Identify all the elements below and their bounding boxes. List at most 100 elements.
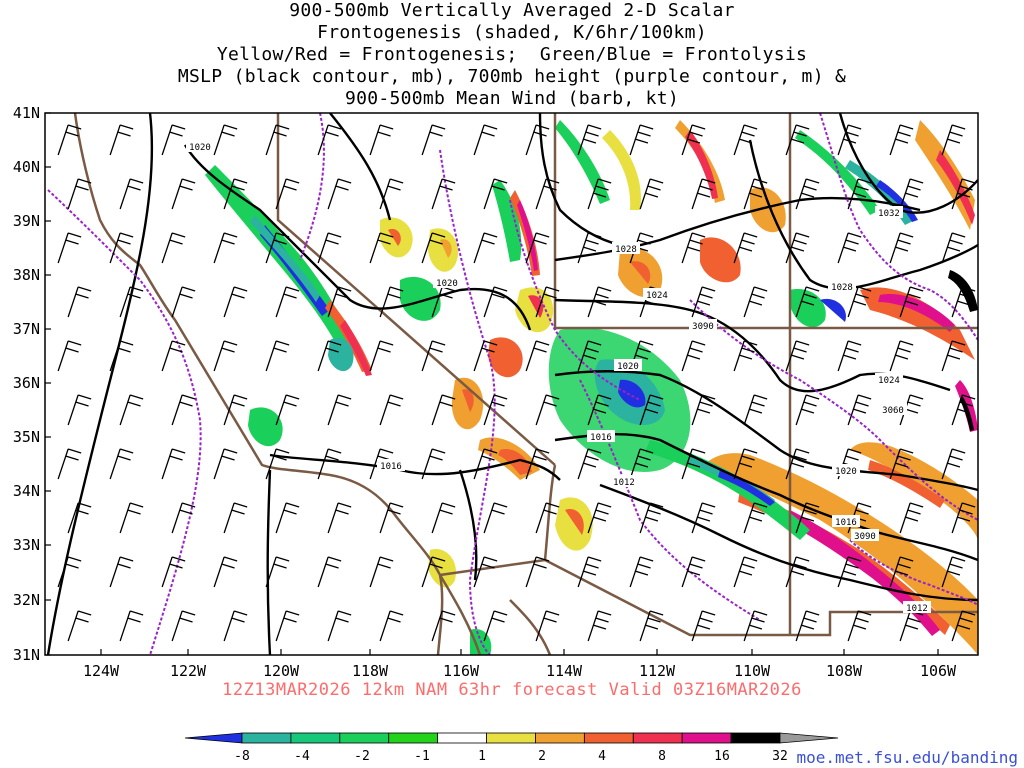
wind-barb (275, 178, 300, 210)
lon-label: 118W (352, 662, 389, 680)
wind-barb (941, 232, 966, 264)
lat-label: 32N (13, 591, 40, 609)
wind-barb (369, 340, 394, 372)
wind-barb (109, 232, 134, 264)
wind-barb (899, 178, 924, 210)
wind-barb (889, 232, 914, 264)
wind-barb (535, 394, 560, 426)
wind-barb (577, 340, 602, 372)
wind-barb (639, 610, 664, 642)
isobar-label-bg (875, 373, 903, 385)
lat-label: 39N (13, 212, 40, 230)
wind-barb (57, 232, 82, 264)
wind-barb (223, 286, 248, 318)
wind-barb (691, 178, 716, 210)
wind-barbs (57, 124, 976, 642)
wind-barb (119, 394, 144, 426)
wind-barb (587, 610, 612, 642)
valid-time-label: 12Z13MAR2026 12km NAM 63hr forecast Vali… (222, 680, 802, 700)
wind-barb (171, 178, 196, 210)
wind-barb (941, 340, 966, 372)
colorbar-tick-label: 8 (658, 749, 666, 764)
wind-barb (421, 232, 446, 264)
wind-barb (265, 556, 290, 588)
colorbar-tick-label: 1 (478, 749, 486, 764)
colorbar-right-arrow (779, 732, 839, 744)
arizona-mexico-border (544, 558, 978, 637)
wind-barb (161, 232, 186, 264)
wind-barb (431, 502, 456, 534)
lat-label: 35N (13, 428, 40, 446)
wind-barb (67, 178, 92, 210)
height-label-bg (689, 319, 717, 331)
title-line-2: Frontogenesis (shaded, K/6hr/100km) (317, 22, 707, 43)
gulf-of-california-coast (509, 599, 552, 655)
wind-barb (57, 448, 82, 480)
wind-barb (941, 556, 966, 588)
california-nevada-border (276, 113, 556, 466)
wind-barb (587, 502, 612, 534)
map-title: 900-500mb Vertically Averaged 2-D Scalar… (0, 0, 1024, 110)
title-line-5: 900-500mb Mean Wind (barb, kt) (344, 88, 680, 109)
wind-barb (577, 124, 602, 156)
credit-link[interactable]: moe.met.fsu.edu/banding (796, 748, 1018, 767)
wind-barb (847, 178, 872, 210)
wind-barb (223, 394, 248, 426)
colorbar-segment (486, 732, 536, 744)
map-axes: 41N 40N 39N 38N 37N 36N 35N 34N 33N 32N 31N 124W 122… (13, 104, 957, 680)
isobar-label-bg (186, 140, 214, 152)
wind-barb (837, 124, 862, 156)
wind-barb (525, 448, 550, 480)
colorbar-tick-label: 4 (598, 749, 606, 764)
isobars (46, 113, 978, 655)
wind-barb (899, 286, 924, 318)
wind-barb (743, 286, 768, 318)
isobar-label-bg (433, 276, 461, 288)
wind-barb (889, 448, 914, 480)
lat-label: 38N (13, 266, 40, 284)
isobar-label: 1020 (835, 467, 857, 477)
wind-barb (691, 610, 716, 642)
wind-barb (795, 394, 820, 426)
wind-barb (265, 448, 290, 480)
colorbar-tick-label: 16 (714, 749, 730, 764)
wind-barb (379, 502, 404, 534)
lon-label: 122W (170, 662, 207, 680)
isobar-label: 1028 (831, 283, 853, 293)
geography (73, 113, 978, 655)
wind-barb (119, 610, 144, 642)
wind-barb (691, 286, 716, 318)
california-coastline (73, 113, 444, 655)
wind-barb (119, 502, 144, 534)
wind-barb (847, 286, 872, 318)
wind-barb (119, 178, 144, 210)
isobar-label-bg (832, 515, 860, 527)
wind-barb (889, 340, 914, 372)
wind-barb (483, 394, 508, 426)
wind-barb (379, 286, 404, 318)
wind-barb (317, 340, 342, 372)
wind-barb (525, 232, 550, 264)
wind-barb (317, 448, 342, 480)
lon-label: 124W (83, 662, 120, 680)
wind-barb (171, 394, 196, 426)
wind-barb (743, 178, 768, 210)
wind-barb (577, 448, 602, 480)
wind-barb (379, 178, 404, 210)
wind-barb (327, 394, 352, 426)
wind-barb (67, 394, 92, 426)
wind-barb (483, 502, 508, 534)
isobar-label: 1016 (835, 518, 857, 528)
wind-barb (327, 610, 352, 642)
wind-barb (951, 178, 976, 210)
wind-barb (535, 178, 560, 210)
isobar-label-bg (377, 459, 405, 471)
wind-barb (691, 394, 716, 426)
height-label: 3060 (882, 406, 904, 416)
wind-barb (431, 178, 456, 210)
colorbar-tick-label: 2 (538, 749, 546, 764)
wind-barb (161, 448, 186, 480)
wind-barb (629, 448, 654, 480)
wind-barb (379, 610, 404, 642)
